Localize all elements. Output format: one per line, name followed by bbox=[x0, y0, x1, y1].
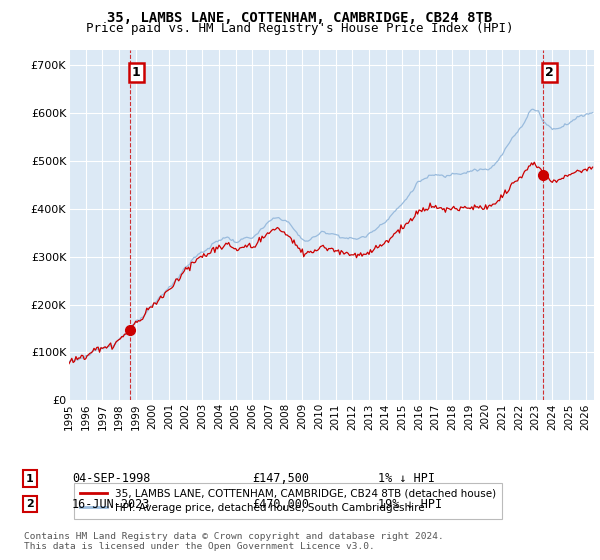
Text: 2: 2 bbox=[545, 66, 554, 79]
Text: 19% ↓ HPI: 19% ↓ HPI bbox=[378, 497, 442, 511]
Text: 1% ↓ HPI: 1% ↓ HPI bbox=[378, 472, 435, 486]
Text: 1: 1 bbox=[26, 474, 34, 484]
Text: £470,000: £470,000 bbox=[252, 497, 309, 511]
Text: Contains HM Land Registry data © Crown copyright and database right 2024.
This d: Contains HM Land Registry data © Crown c… bbox=[24, 532, 444, 552]
Text: 1: 1 bbox=[132, 66, 140, 79]
Text: 2: 2 bbox=[26, 499, 34, 509]
Text: 35, LAMBS LANE, COTTENHAM, CAMBRIDGE, CB24 8TB: 35, LAMBS LANE, COTTENHAM, CAMBRIDGE, CB… bbox=[107, 11, 493, 25]
Legend: 35, LAMBS LANE, COTTENHAM, CAMBRIDGE, CB24 8TB (detached house), HPI: Average pr: 35, LAMBS LANE, COTTENHAM, CAMBRIDGE, CB… bbox=[74, 483, 502, 519]
Text: Price paid vs. HM Land Registry's House Price Index (HPI): Price paid vs. HM Land Registry's House … bbox=[86, 22, 514, 35]
Text: 16-JUN-2023: 16-JUN-2023 bbox=[72, 497, 151, 511]
Text: £147,500: £147,500 bbox=[252, 472, 309, 486]
Text: 04-SEP-1998: 04-SEP-1998 bbox=[72, 472, 151, 486]
